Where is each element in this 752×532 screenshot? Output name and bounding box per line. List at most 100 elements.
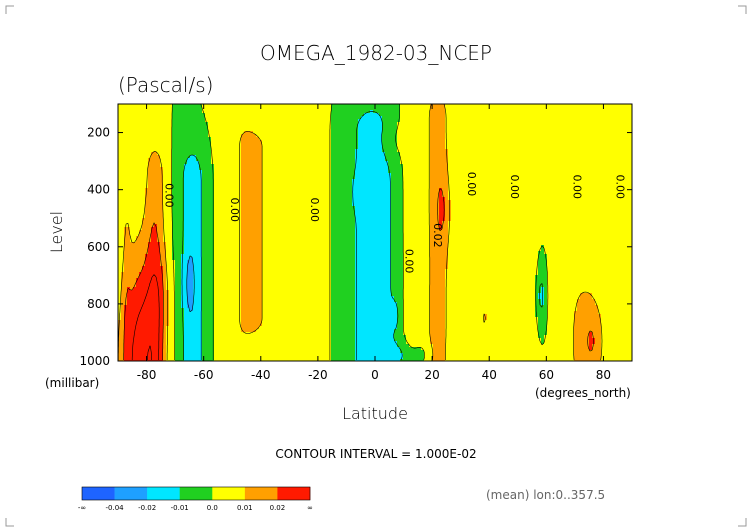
contour-fill-cell <box>184 314 203 318</box>
contour-fill-cell <box>214 230 242 234</box>
contour-fill-cell <box>172 221 185 225</box>
contour-fill-cell <box>211 152 242 156</box>
contour-label: 0.00 <box>571 175 584 200</box>
contour-fill-cell <box>382 146 398 150</box>
contour-fill-cell <box>175 269 182 273</box>
contour-fill-cell <box>430 281 446 285</box>
contour-fill-cell <box>169 314 176 318</box>
contour-fill-cell <box>193 293 203 297</box>
contour-fill-cell <box>262 203 332 207</box>
contour-fill-cell <box>391 179 404 183</box>
x-tick-label: 0 <box>371 368 379 382</box>
colorbar-label: -0.01 <box>171 504 189 512</box>
contour-fill-cell <box>403 275 431 279</box>
contour-fill-cell <box>124 308 164 312</box>
y-tick-label: 400 <box>87 183 110 197</box>
contour-fill-cell <box>241 224 263 228</box>
contour-fill-cell <box>355 335 395 339</box>
contour-fill-cell <box>166 257 173 261</box>
contour-fill-cell <box>331 155 356 159</box>
contour-fill-cell <box>166 242 173 246</box>
contour-fill-cell <box>439 209 446 213</box>
contour-fill-cell <box>160 257 167 261</box>
contour-fill-cell <box>163 275 167 279</box>
contour-fill-cell <box>382 125 398 129</box>
contour-fill-cell <box>202 290 215 294</box>
contour-fill-cell <box>256 329 332 333</box>
contour-fill-cell <box>118 182 149 186</box>
contour-fill-cell <box>439 224 443 228</box>
contour-fill-cell <box>424 359 434 361</box>
contour-fill-cell <box>202 242 215 246</box>
contour-fill-cell <box>202 194 215 198</box>
contour-fill-cell <box>397 308 404 312</box>
contour-label-text: 0.00 <box>308 197 321 222</box>
colorbar-swatch <box>82 487 115 500</box>
contour-fill-cell <box>136 278 164 282</box>
contour-fill-cell <box>445 113 632 117</box>
contour-fill-cell <box>241 206 263 210</box>
contour-fill-cell <box>433 350 446 354</box>
contour-fill-cell <box>172 251 185 255</box>
contour-fill-cell <box>172 128 209 132</box>
contour-fill-cell <box>430 200 440 204</box>
x-tick-label: 60 <box>539 368 554 382</box>
contour-fill-cell <box>184 335 203 339</box>
contour-fill-cell <box>262 323 332 327</box>
contour-fill-cell <box>187 278 194 282</box>
contour-fill-cell <box>214 236 242 240</box>
contour-fill-cell <box>331 341 356 345</box>
contour-fill-cell <box>403 194 431 198</box>
contour-fill-cell <box>430 269 446 273</box>
contour-fill-cell <box>331 248 356 252</box>
contour-fill-cell <box>211 143 242 147</box>
contour-fill-cell <box>118 137 173 141</box>
contour-fill-cell <box>124 332 164 336</box>
contour-fill-cell <box>430 284 446 288</box>
contour-fill-cell <box>241 326 260 330</box>
contour-fill-cell <box>535 284 548 288</box>
contour-fill-cell <box>163 233 173 237</box>
contour-fill-cell <box>214 338 332 342</box>
contour-fill-cell <box>163 212 173 216</box>
contour-fill-cell <box>382 134 398 138</box>
contour-fill-cell <box>166 344 176 348</box>
contour-fill-cell <box>163 188 173 192</box>
contour-fill-cell <box>487 317 539 321</box>
contour-fill-cell <box>355 230 392 234</box>
contour-fill-cell <box>439 227 443 231</box>
contour-fill-cell <box>355 356 404 360</box>
contour-fill-cell <box>121 287 128 291</box>
contour-fill-cell <box>331 296 356 300</box>
contour-fill-cell <box>355 158 386 162</box>
contour-fill-cell <box>445 137 632 141</box>
contour-fill-cell <box>145 203 164 207</box>
contour-fill-cell <box>124 326 164 330</box>
contour-fill-cell <box>214 284 242 288</box>
contour-fill-cell <box>214 299 242 303</box>
contour-fill-cell <box>214 266 242 270</box>
contour-fill-cell <box>574 323 602 327</box>
contour-fill-cell <box>439 188 443 192</box>
contour-fill-cell <box>352 194 392 198</box>
contour-fill-cell <box>151 230 158 234</box>
contour-fill-cell <box>403 251 431 255</box>
contour-fill-cell <box>160 254 167 258</box>
contour-fill-cell <box>331 233 356 237</box>
contour-fill-cell <box>184 329 203 333</box>
contour-fill-cell <box>172 173 185 177</box>
contour-fill-cell <box>262 260 332 264</box>
contour-fill-cell <box>403 200 431 204</box>
contour-fill-cell <box>601 335 632 339</box>
contour-fill-cell <box>373 110 401 114</box>
contour-fill-cell <box>574 326 602 330</box>
contour-fill-cell <box>355 359 401 361</box>
contour-fill-cell <box>160 263 167 267</box>
contour-fill-cell <box>397 320 404 324</box>
footnote-text: (mean) lon:0..357.5 <box>486 488 605 502</box>
contour-fill-cell <box>262 320 332 324</box>
contour-fill-cell <box>121 284 137 288</box>
contour-fill-cell <box>193 281 203 285</box>
contour-fill-cell <box>352 197 392 201</box>
